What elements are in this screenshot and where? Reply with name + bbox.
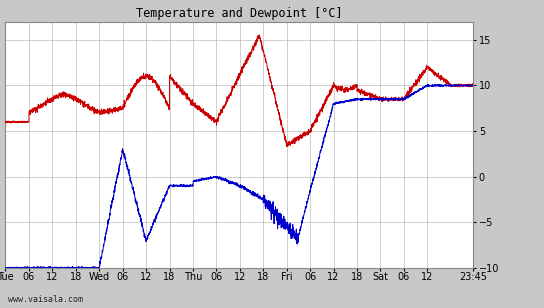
Text: www.vaisala.com: www.vaisala.com [8, 295, 83, 304]
Title: Temperature and Dewpoint [°C]: Temperature and Dewpoint [°C] [136, 7, 343, 20]
